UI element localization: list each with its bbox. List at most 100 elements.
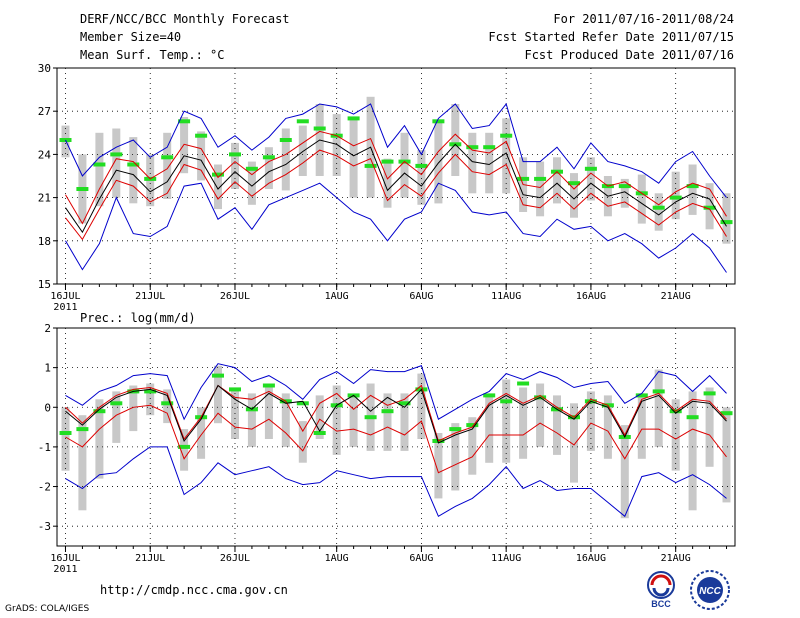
- temp-spread-box: [95, 132, 104, 207]
- temp-y-tick-label: 21: [38, 192, 51, 205]
- precip-spread-box: [451, 423, 460, 491]
- precip-x-tick-label: 21JUL: [135, 553, 165, 564]
- precip-median-mark: [449, 427, 462, 432]
- bcc-logo-text: BCC: [651, 599, 671, 609]
- temp-spread-box: [231, 142, 239, 189]
- chart-title: DERF/NCC/BCC Monthly Forecast: [80, 12, 290, 26]
- precip-spread-box: [654, 369, 663, 447]
- precip-spread-box: [146, 383, 155, 416]
- precip-median-mark: [635, 393, 648, 398]
- precip-panel: -3 -2 -1 0 1 2 16JUL 21JUL 26JUL 1AUG 6AUG 11AUG 16A…: [38, 311, 736, 575]
- precip-median-mark: [703, 391, 716, 396]
- temp-spread-box: [536, 161, 545, 217]
- precip-y-tick-label: 2: [44, 322, 51, 335]
- source-url: http://cmdp.ncc.cma.gov.cn: [100, 583, 288, 597]
- temp-y-tick-label: 18: [38, 235, 51, 248]
- precip-line-mean: [65, 384, 727, 444]
- precip-spread-box: [78, 415, 87, 511]
- precip-spread-box: [383, 393, 392, 451]
- temp-x-tick-label: 21JUL: [135, 291, 165, 302]
- temp-median-mark: [500, 133, 513, 138]
- temp-line-mean-minus: [65, 149, 727, 241]
- forecast-started-label: Fcst Started Refer Date 2011/07/15: [488, 30, 734, 44]
- precip-median-mark: [517, 381, 530, 386]
- ncc-logo-icon: NCC: [690, 570, 730, 610]
- precip-spread-box: [502, 379, 511, 463]
- temp-x-tick-label: 21AUG: [661, 291, 691, 302]
- temp-median-mark: [127, 162, 140, 167]
- precip-median-mark: [144, 389, 157, 394]
- precip-spread-box: [129, 385, 138, 432]
- temp-median-mark: [195, 133, 208, 138]
- precip-x-tick-label: 16AUG: [576, 553, 606, 564]
- precip-median-mark: [59, 431, 72, 435]
- temp-spread-box: [247, 161, 256, 205]
- precip-spread-box: [298, 421, 307, 463]
- temp-spread-box: [451, 104, 460, 176]
- precip-line-max: [65, 363, 727, 421]
- precip-spread-box: [603, 395, 612, 459]
- precip-median-mark: [398, 401, 411, 406]
- temp-median-mark: [703, 205, 716, 210]
- precip-median-mark: [652, 389, 665, 394]
- temp-spread-box: [298, 125, 307, 176]
- temp-spread-box: [688, 164, 697, 215]
- temp-x-tick-label: 1AUG: [325, 291, 349, 302]
- member-size-label: Member Size=40: [80, 30, 182, 44]
- temp-spread-box: [332, 114, 341, 176]
- temp-median-mark: [347, 116, 360, 121]
- temp-y-tick-label: 27: [38, 105, 51, 118]
- temp-spread-box: [281, 128, 290, 191]
- precip-median-mark: [76, 427, 89, 432]
- precip-spread-box: [180, 429, 189, 471]
- precip-x-tick-label: 1AUG: [325, 553, 349, 564]
- precip-y-tick-label: -3: [38, 520, 51, 533]
- temp-spread-box: [654, 193, 663, 231]
- temp-median-mark: [245, 166, 258, 171]
- temp-median-mark: [93, 162, 106, 167]
- temp-median-mark: [229, 152, 241, 157]
- temp-median-mark: [517, 176, 530, 181]
- temp-x-tick-label: 26JUL: [220, 291, 250, 302]
- temperature-panel-title: Mean Surf. Temp.: °C: [80, 48, 225, 62]
- precip-median-mark: [500, 399, 513, 404]
- temp-year-label: 2011: [53, 302, 77, 313]
- temp-spread-box: [485, 132, 494, 194]
- temp-median-mark: [178, 119, 191, 124]
- temp-spread-box: [417, 150, 426, 205]
- temp-x-tick-label: 16JUL: [50, 291, 80, 302]
- precip-spread-box: [536, 383, 545, 447]
- precip-panel-title: Prec.: log(mm/d): [80, 311, 196, 325]
- precip-median-mark: [686, 415, 699, 420]
- forecast-period-label: For 2011/07/16-2011/08/24: [553, 12, 734, 26]
- precip-line-min: [65, 446, 727, 518]
- temp-spread-box: [502, 118, 511, 194]
- precip-x-tick-label: 26JUL: [220, 553, 250, 564]
- temp-x-tick-label: 16AUG: [576, 291, 606, 302]
- temp-median-mark: [720, 220, 733, 225]
- precip-year-label: 2011: [53, 564, 77, 575]
- temp-spread-box: [129, 137, 138, 204]
- precip-median-mark: [110, 401, 123, 406]
- temp-median-mark: [279, 138, 292, 142]
- temp-median-mark: [466, 145, 479, 150]
- precip-spread-box: [281, 393, 290, 447]
- precip-plot-frame: [56, 327, 736, 547]
- temp-y-tick-label: 24: [38, 148, 52, 161]
- precip-median-mark: [466, 423, 479, 428]
- precip-y-tick-label: -2: [38, 481, 51, 494]
- precip-y-tick-label: -1: [38, 441, 51, 454]
- temp-median-mark: [364, 163, 377, 168]
- precip-median-mark: [483, 393, 496, 398]
- temp-median-mark: [652, 205, 665, 210]
- precip-line-mean-minus: [65, 404, 727, 474]
- temp-x-tick-label: 11AUG: [491, 291, 521, 302]
- temp-spread-box: [112, 128, 121, 198]
- temp-panel: 15 18 21 24 27 30 16JUL 21JUL 26JUL 1AUG 6AUG 11AUG…: [38, 62, 736, 313]
- precip-spread-box: [247, 393, 256, 447]
- temp-median-mark: [568, 181, 580, 186]
- temp-median-mark: [381, 159, 394, 164]
- temp-median-mark: [296, 119, 309, 124]
- precip-y-tick-label: 1: [44, 362, 51, 375]
- precip-spread-box: [197, 407, 206, 459]
